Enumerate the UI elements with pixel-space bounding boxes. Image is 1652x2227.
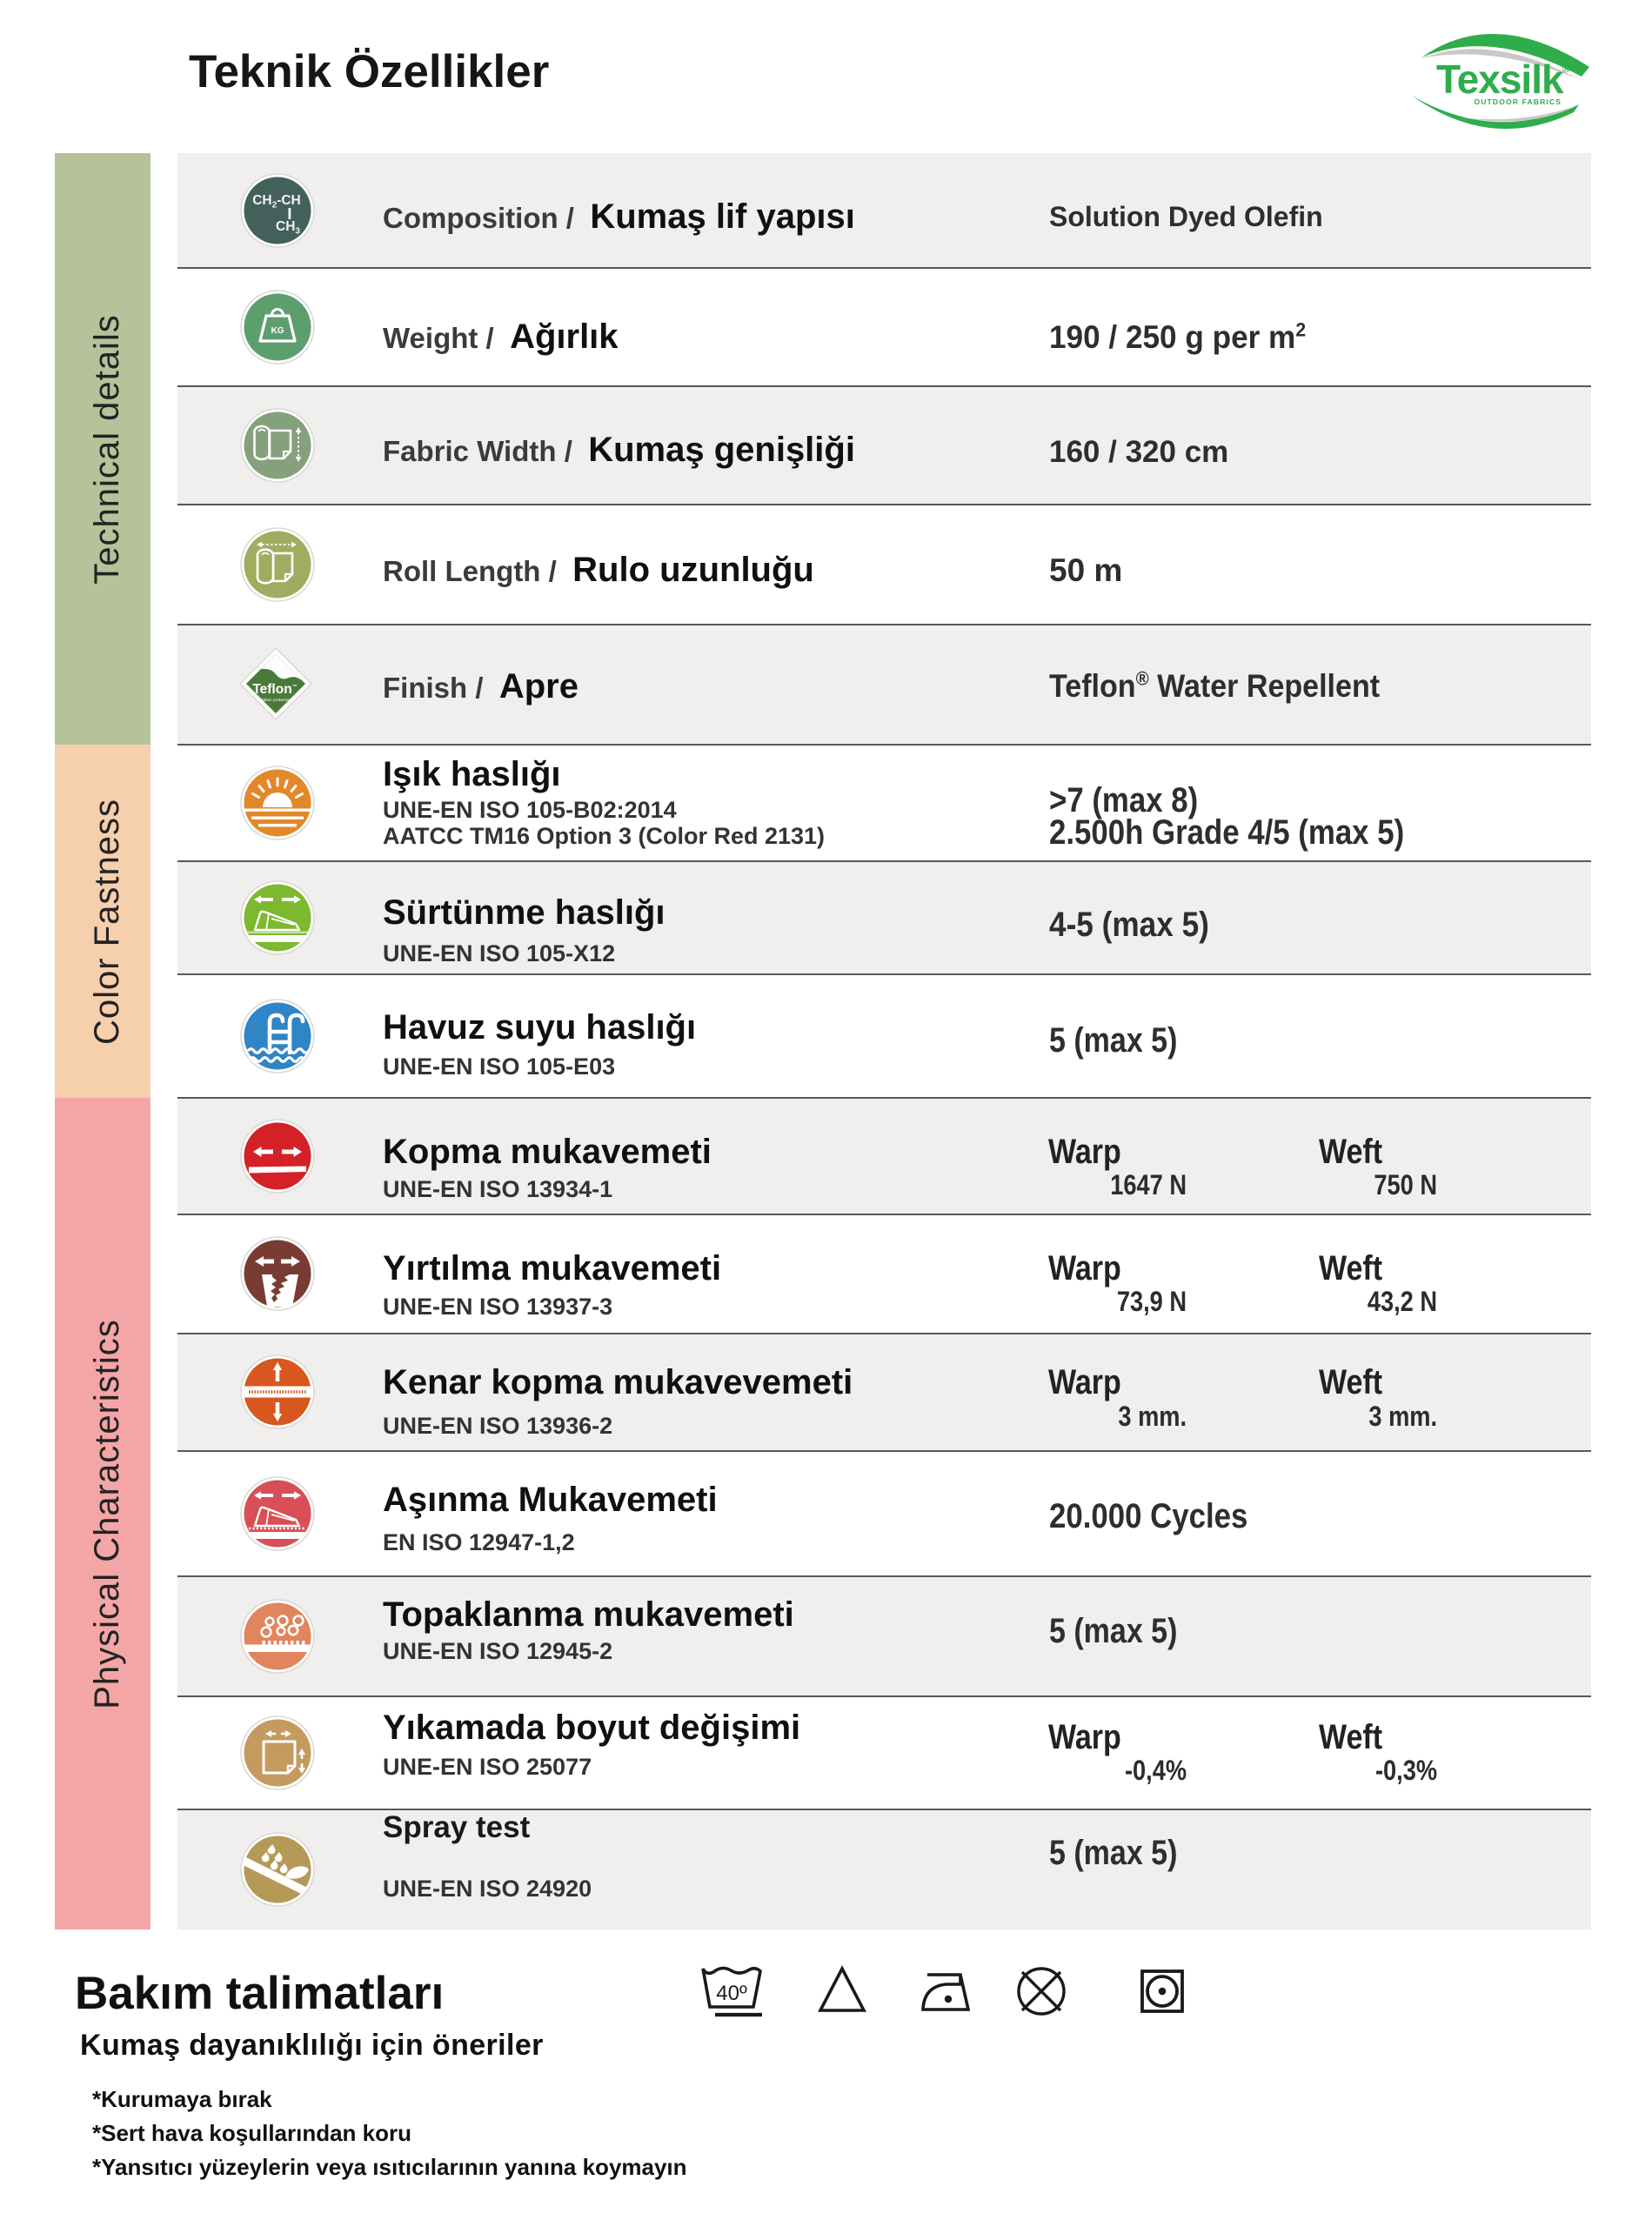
svg-text:CH3: CH3 — [276, 219, 300, 237]
svg-text:Texsilk: Texsilk — [1436, 57, 1564, 102]
svg-text:40º: 40º — [716, 1982, 747, 2005]
svg-text:OUTDOOR FABRICS: OUTDOOR FABRICS — [1474, 97, 1562, 106]
svg-text:KG: KG — [271, 326, 284, 336]
svg-text:CH2-CH: CH2-CH — [252, 193, 301, 211]
svg-text:Teflon™: Teflon™ — [252, 682, 297, 697]
svg-text:®: ® — [1562, 63, 1570, 75]
svg-text:fabric protector: fabric protector — [262, 698, 290, 703]
